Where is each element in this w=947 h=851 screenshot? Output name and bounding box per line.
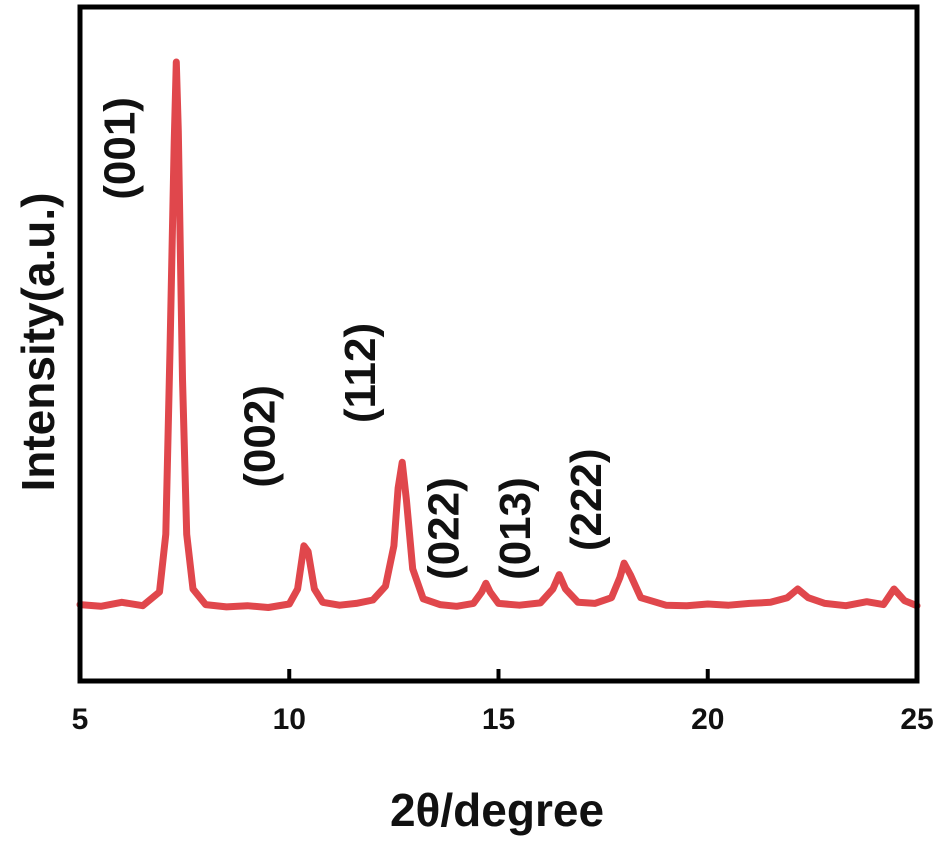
plot-area (76, 58, 921, 611)
series-line-0 (76, 58, 921, 611)
x-tick-label: 5 (72, 703, 89, 736)
x-tick-label: 10 (273, 703, 306, 736)
x-tick-label: 25 (900, 703, 933, 736)
peak-label: (112) (336, 323, 385, 423)
y-axis-label: Intensity(a.u.) (12, 192, 64, 491)
peak-labels: (001) (002) (112) (022) (013) (222) (95, 97, 611, 580)
peak-label: (022) (420, 477, 469, 580)
x-tick-label: 15 (482, 703, 515, 736)
peak-label: (002) (236, 385, 285, 488)
axes: 5 10 15 20 25 (72, 4, 934, 736)
peak-label: (001) (95, 97, 144, 200)
peak-label: (222) (562, 448, 611, 551)
x-tick-label: 20 (691, 703, 724, 736)
x-axis-label: 2θ/degree (390, 784, 604, 836)
peak-label: (013) (491, 477, 540, 580)
